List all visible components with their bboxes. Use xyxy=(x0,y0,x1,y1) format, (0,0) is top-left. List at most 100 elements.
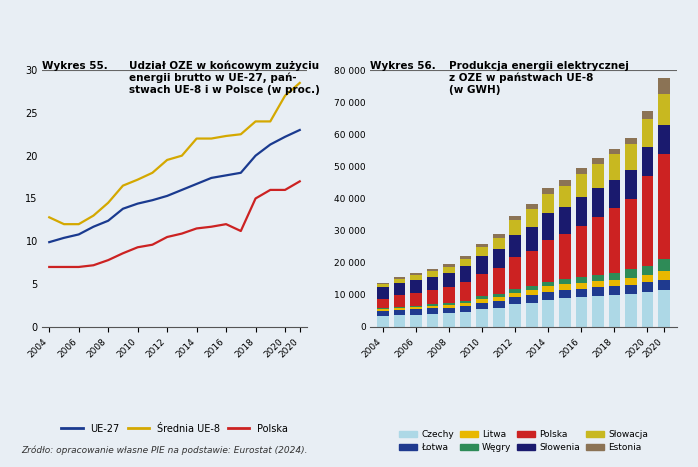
Bar xyxy=(609,179,620,208)
Bar xyxy=(394,315,406,327)
Bar xyxy=(526,290,537,295)
Bar xyxy=(460,306,471,312)
Bar xyxy=(592,281,604,287)
Bar xyxy=(559,234,570,279)
Bar xyxy=(641,119,653,147)
Bar xyxy=(427,314,438,327)
Bar xyxy=(641,176,653,266)
Bar xyxy=(576,277,587,283)
Bar xyxy=(378,287,389,299)
Bar xyxy=(427,290,438,304)
Bar xyxy=(641,147,653,176)
Bar xyxy=(526,227,537,251)
Bar xyxy=(394,277,406,279)
Bar xyxy=(542,188,554,194)
Bar xyxy=(477,299,488,303)
Bar xyxy=(493,297,505,301)
Bar xyxy=(641,292,653,327)
Bar xyxy=(394,308,406,310)
Bar xyxy=(658,290,669,327)
Bar xyxy=(410,293,422,306)
Bar xyxy=(427,269,438,271)
Bar xyxy=(394,279,406,283)
Bar xyxy=(625,278,637,284)
Bar xyxy=(526,209,537,227)
Bar xyxy=(641,266,653,275)
Bar xyxy=(510,304,521,327)
Bar xyxy=(477,309,488,327)
Bar xyxy=(592,217,604,275)
Bar xyxy=(559,207,570,234)
Bar xyxy=(410,307,422,309)
Legend: Czechy, Łotwa, Litwa, Węgry, Polska, Słowenia, Słowacja, Estonia: Czechy, Łotwa, Litwa, Węgry, Polska, Sło… xyxy=(395,426,652,456)
Bar xyxy=(658,154,669,260)
Bar xyxy=(378,309,389,311)
Bar xyxy=(559,298,570,327)
Bar xyxy=(410,273,422,275)
Bar xyxy=(559,279,570,284)
Bar xyxy=(625,143,637,170)
Bar xyxy=(576,283,587,289)
Bar xyxy=(460,259,471,266)
Bar xyxy=(443,308,455,313)
Bar xyxy=(542,300,554,327)
Bar xyxy=(609,286,620,296)
Bar xyxy=(576,297,587,327)
Bar xyxy=(609,155,620,179)
Bar xyxy=(460,256,471,259)
Bar xyxy=(493,294,505,297)
Text: Produkcja energii elektrycznej
z OZE w państwach UE-8
(w GWH): Produkcja energii elektrycznej z OZE w p… xyxy=(449,61,629,94)
Text: Wykres 56.: Wykres 56. xyxy=(370,61,436,71)
Bar xyxy=(542,194,554,213)
Bar xyxy=(542,240,554,282)
Bar xyxy=(493,238,505,249)
Bar xyxy=(410,306,422,307)
Bar xyxy=(443,273,455,287)
Bar xyxy=(592,188,604,217)
Bar xyxy=(609,149,620,155)
Bar xyxy=(559,180,570,186)
Bar xyxy=(378,308,389,309)
Bar xyxy=(378,311,389,316)
Bar xyxy=(510,290,521,293)
Bar xyxy=(410,315,422,327)
Bar xyxy=(526,251,537,286)
Bar xyxy=(609,280,620,286)
Bar xyxy=(559,186,570,207)
Bar xyxy=(559,284,570,290)
Bar xyxy=(625,269,637,278)
Bar xyxy=(641,275,653,282)
Text: Wykres 55.: Wykres 55. xyxy=(42,61,107,71)
Bar xyxy=(592,164,604,188)
Bar xyxy=(378,283,389,287)
Bar xyxy=(510,220,521,235)
Bar xyxy=(493,301,505,308)
Bar xyxy=(510,293,521,297)
Bar xyxy=(378,316,389,327)
Bar xyxy=(493,249,505,268)
Bar xyxy=(510,216,521,220)
Bar xyxy=(559,290,570,298)
Bar xyxy=(625,284,637,294)
Bar xyxy=(443,305,455,308)
Bar xyxy=(542,213,554,240)
Bar xyxy=(576,226,587,277)
Bar xyxy=(460,303,471,306)
Bar xyxy=(443,267,455,273)
Bar xyxy=(394,310,406,315)
Bar xyxy=(658,260,669,271)
Bar xyxy=(625,199,637,269)
Bar xyxy=(477,256,488,274)
Bar xyxy=(460,301,471,303)
Bar xyxy=(658,78,669,94)
Bar xyxy=(542,286,554,291)
Bar xyxy=(658,280,669,290)
Bar xyxy=(609,208,620,273)
Bar xyxy=(592,158,604,164)
Bar xyxy=(477,274,488,297)
Bar xyxy=(477,247,488,256)
Bar xyxy=(427,271,438,277)
Bar xyxy=(625,138,637,143)
Bar xyxy=(443,264,455,267)
Bar xyxy=(526,286,537,290)
